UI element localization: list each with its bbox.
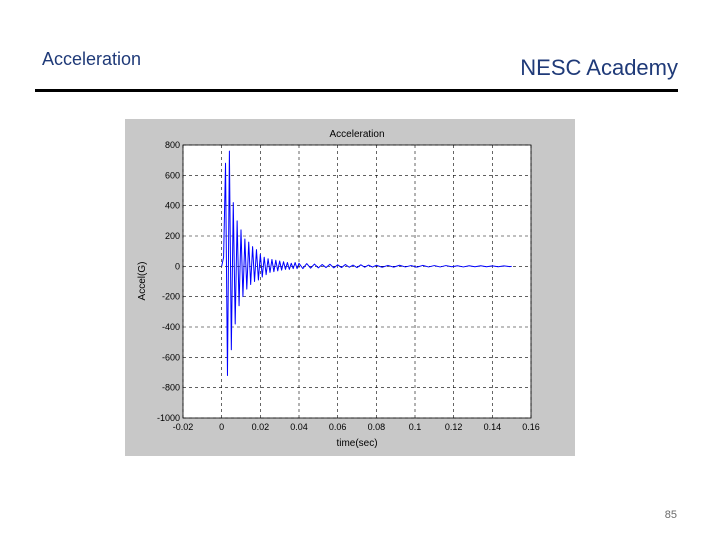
plot-frame: [182, 144, 532, 419]
x-tick-label: 0: [219, 422, 224, 432]
chart-figure: 800 600 400 200 0 -200 -400 -600 -800 -1000 -0.02…: [125, 119, 575, 456]
x-axis-label: time(sec): [336, 438, 377, 449]
x-tick-label: 0.02: [252, 422, 270, 432]
y-axis-label: Accel(G): [137, 262, 148, 301]
x-tick-labels: -0.02 0 0.02 0.04 0.06 0.08 0.1 0.12 0.14 0.16: [173, 422, 540, 432]
slide-title: Acceleration: [42, 49, 142, 69]
series-layer: [221, 150, 512, 377]
brand-title: NESC Academy: [520, 55, 678, 80]
y-tick-label: -600: [162, 352, 180, 362]
y-tick-label: -800: [162, 383, 180, 393]
y-tick-labels: 800 600 400 200 0 -200 -400 -600 -800 -1000: [157, 140, 180, 423]
y-tick-label: -1000: [157, 413, 180, 423]
y-tick-label: -200: [162, 292, 180, 302]
y-tick-label: 200: [165, 231, 180, 241]
x-tick-label: 0.12: [445, 422, 463, 432]
x-tick-label: 0.16: [522, 422, 540, 432]
y-tick-label: 0: [175, 261, 180, 271]
y-tick-label: 800: [165, 140, 180, 150]
acceleration-series-line: [221, 150, 512, 377]
title-divider: [35, 89, 678, 92]
page-number: 85: [664, 509, 677, 521]
x-tick-label: 0.04: [290, 422, 308, 432]
x-tick-label: -0.02: [173, 422, 194, 432]
y-tick-label: -400: [162, 322, 180, 332]
acceleration-chart: 800 600 400 200 0 -200 -400 -600 -800 -1000 -0.02…: [137, 129, 540, 449]
chart-title: Acceleration: [329, 129, 384, 140]
y-tick-label: 400: [165, 201, 180, 211]
x-tick-label: 0.14: [484, 422, 502, 432]
plot-area: [183, 145, 531, 418]
x-tick-label: 0.1: [409, 422, 422, 432]
x-tick-label: 0.06: [329, 422, 347, 432]
y-tick-label: 600: [165, 170, 180, 180]
x-tick-label: 0.08: [368, 422, 386, 432]
